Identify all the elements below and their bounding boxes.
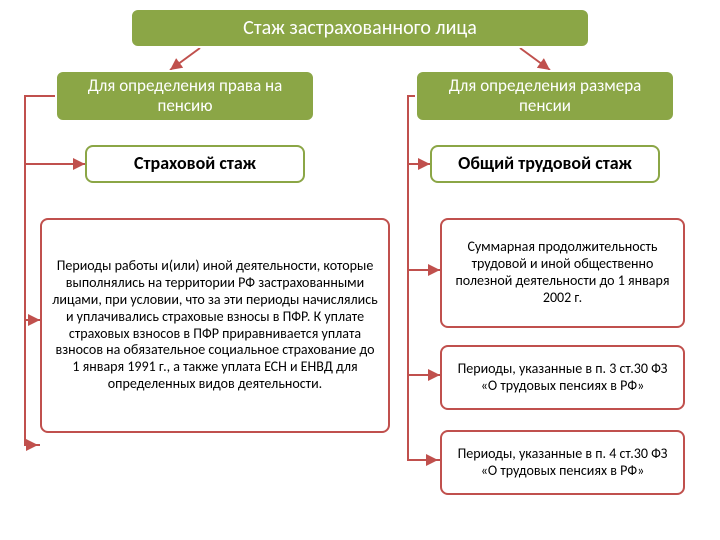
- left-detail-box: Периоды работы и(или) иной деятельности,…: [40, 218, 390, 433]
- right-type-box: Общий трудовой стаж: [430, 145, 660, 183]
- title-box: Стаж застрахованного лица: [130, 8, 590, 48]
- left-type-box: Страховой стаж: [85, 145, 305, 183]
- right-type-text: Общий трудовой стаж: [458, 153, 632, 175]
- left-purpose-text: Для определения права на пенсию: [67, 76, 303, 117]
- right-purpose-text: Для определения размера пенсии: [427, 76, 663, 117]
- right-detail3-text: Периоды, указанные в п. 4 ст.30 ФЗ «О тр…: [452, 446, 673, 480]
- left-purpose-box: Для определения права на пенсию: [55, 70, 315, 122]
- right-detail1-box: Суммарная продолжительность трудовой и и…: [440, 218, 685, 328]
- left-detail-text: Периоды работы и(или) иной деятельности,…: [52, 258, 378, 392]
- left-type-text: Страховой стаж: [134, 153, 256, 175]
- right-purpose-box: Для определения размера пенсии: [415, 70, 675, 122]
- right-detail2-text: Периоды, указанные в п. 3 ст.30 ФЗ «О тр…: [452, 361, 673, 395]
- right-detail3-box: Периоды, указанные в п. 4 ст.30 ФЗ «О тр…: [440, 430, 685, 495]
- right-detail1-text: Суммарная продолжительность трудовой и и…: [452, 239, 673, 306]
- title-text: Стаж застрахованного лица: [243, 16, 477, 40]
- right-detail2-box: Периоды, указанные в п. 3 ст.30 ФЗ «О тр…: [440, 345, 685, 410]
